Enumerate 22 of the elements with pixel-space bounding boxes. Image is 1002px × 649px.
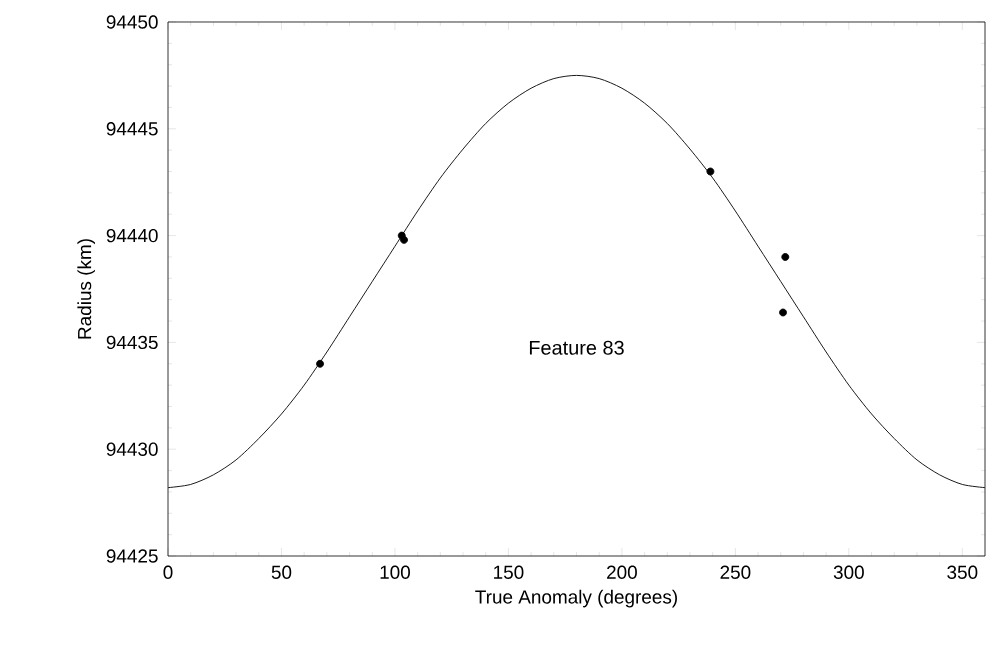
annotation: Feature 83 [529, 340, 624, 355]
y-tick-label: 94450 [106, 15, 158, 29]
point [781, 253, 790, 261]
point [706, 167, 715, 176]
y-tick-label: 94445 [106, 122, 158, 136]
y-tick-label: 94430 [106, 442, 158, 456]
point [779, 308, 787, 317]
x-tick-label: 150 [494, 565, 524, 579]
x-tick-label: 0 [163, 565, 173, 579]
x-tick-label: 100 [380, 565, 410, 579]
point [400, 235, 408, 244]
x-tick-label: 50 [271, 565, 292, 579]
y-tick-label: 94425 [106, 549, 158, 563]
x-tick-label: 200 [607, 565, 637, 579]
x-tick-label: 250 [720, 565, 751, 579]
x-axis-title: True Anomaly (degrees) [475, 589, 677, 608]
y-axis-title: Radius (km) [77, 239, 95, 339]
x-tick-label: 300 [833, 565, 864, 579]
point [316, 359, 324, 368]
x-tick-label: 350 [947, 565, 978, 579]
y-tick-label: 94435 [106, 335, 158, 350]
y-tick-label: 94440 [106, 228, 158, 243]
